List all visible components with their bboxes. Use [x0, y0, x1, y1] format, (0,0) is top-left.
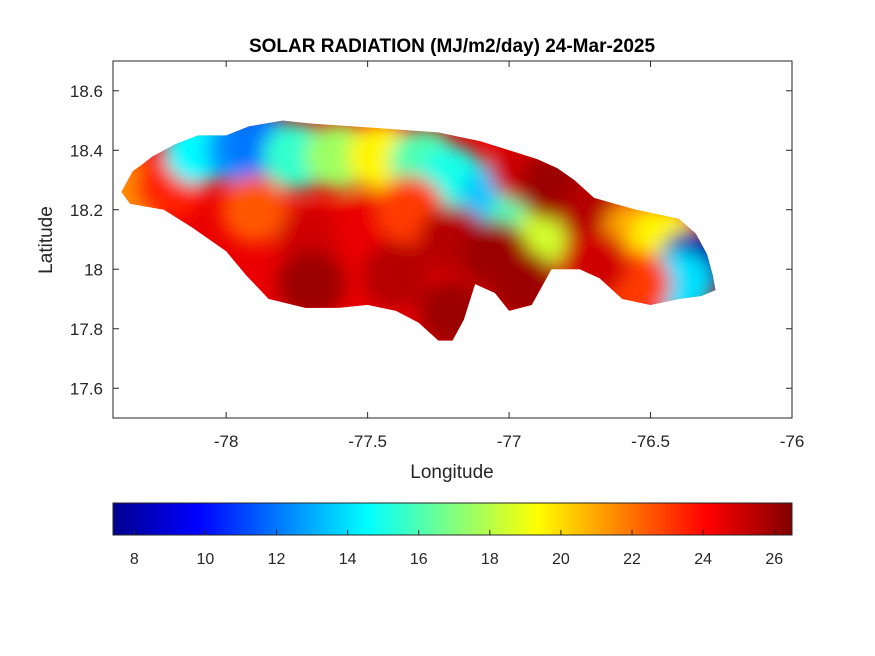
colorbar-tick-label: 26	[765, 551, 783, 568]
x-tick-label: -78	[214, 432, 239, 451]
colorbar-tick-label: 12	[268, 551, 286, 568]
y-tick-label: 18.4	[70, 141, 103, 160]
x-tick-label: -77	[497, 432, 522, 451]
x-axis: -78 -77.5 -77 -76.5 -76	[214, 61, 804, 451]
field-sample	[277, 250, 346, 319]
colorbar	[112, 502, 793, 536]
y-tick-label: 17.8	[70, 320, 103, 339]
chart-title: SOLAR RADIATION (MJ/m2/day) 24-Mar-2025	[249, 36, 656, 57]
colorbar-tick-label: 10	[197, 551, 215, 568]
y-tick-label: 18	[84, 260, 103, 279]
radiation-field	[121, 120, 716, 341]
x-tick-label: -76	[780, 432, 805, 451]
x-axis-label: Longitude	[410, 462, 493, 483]
x-tick-label: -77.5	[348, 432, 387, 451]
colorbar-tick-label: 20	[552, 551, 570, 568]
y-tick-label: 18.6	[70, 82, 103, 101]
colorbar-tick-label: 8	[130, 551, 139, 568]
field-sample	[220, 175, 289, 244]
colorbar-tick-label: 14	[339, 551, 357, 568]
colorbar-tick-label: 16	[410, 551, 428, 568]
colorbar-tick-label: 24	[694, 551, 712, 568]
y-tick-label: 17.6	[70, 379, 103, 398]
colorbar-tick-label: 22	[623, 551, 641, 568]
field-sample	[361, 241, 430, 310]
x-tick-label: -76.5	[631, 432, 670, 451]
colorbar-axis: 8 10 12 14 16 18 20 22 24 26	[130, 530, 783, 568]
y-tick-label: 18.2	[70, 201, 103, 220]
y-axis: 17.6 17.8 18 18.2 18.4 18.6	[70, 82, 792, 398]
y-axis-label: Latitude	[36, 206, 57, 274]
colorbar-tick-label: 18	[481, 551, 499, 568]
